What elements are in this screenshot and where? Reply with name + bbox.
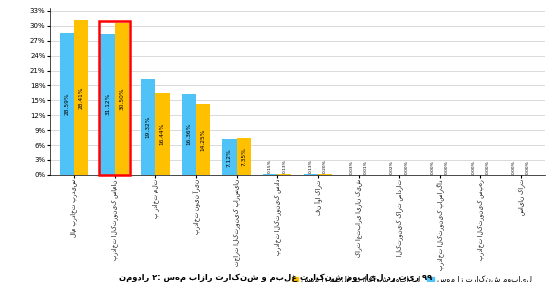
Text: 0.01%: 0.01%: [364, 161, 368, 175]
Text: 19.32%: 19.32%: [145, 116, 150, 138]
Text: 0.03%: 0.03%: [349, 161, 353, 175]
Text: 0.00%: 0.00%: [445, 161, 449, 175]
Bar: [304, 174, 318, 175]
Bar: [196, 104, 210, 175]
Text: 30.50%: 30.50%: [119, 88, 124, 111]
Bar: [141, 79, 155, 175]
Bar: [74, 20, 88, 175]
Text: 0.00%: 0.00%: [471, 161, 476, 175]
Text: 16.36%: 16.36%: [186, 123, 191, 145]
Bar: [182, 94, 196, 175]
Text: 0.15%: 0.15%: [268, 160, 272, 173]
Text: 14.25%: 14.25%: [201, 128, 206, 151]
Text: 28.59%: 28.59%: [64, 92, 69, 115]
Text: نمودار ۲: سهم بازار تراکنش و مبلغ تراکنش موبایل در تیر ۹۹: نمودار ۲: سهم بازار تراکنش و مبلغ تراکنش…: [119, 273, 432, 282]
Text: 0.13%: 0.13%: [282, 160, 287, 173]
Text: 0.13%: 0.13%: [309, 160, 313, 173]
Bar: [99, 21, 131, 175]
Bar: [60, 33, 74, 175]
Text: 0.00%: 0.00%: [526, 161, 530, 175]
Text: 0.00%: 0.00%: [512, 161, 516, 175]
Bar: [236, 138, 251, 175]
Bar: [115, 23, 129, 175]
Bar: [155, 93, 170, 175]
Bar: [277, 174, 291, 175]
Bar: [263, 174, 277, 175]
Text: 0.02%: 0.02%: [390, 161, 394, 175]
Bar: [318, 174, 332, 175]
Text: 31.12%: 31.12%: [105, 93, 110, 115]
Text: 28.41%: 28.41%: [79, 86, 84, 109]
Legend: سهم از مبلغ تراکنش موبایل, سهم از تراکنش موبایل: سهم از مبلغ تراکنش موبایل, سهم از تراکنش…: [291, 275, 532, 282]
Text: 7.35%: 7.35%: [241, 147, 246, 166]
Text: 0.00%: 0.00%: [404, 161, 408, 175]
Bar: [100, 34, 115, 175]
Text: 16.44%: 16.44%: [160, 123, 165, 145]
Text: 0.00%: 0.00%: [431, 161, 435, 175]
Bar: [223, 140, 236, 175]
Text: 7.12%: 7.12%: [227, 148, 232, 167]
Text: 0.00%: 0.00%: [485, 161, 490, 175]
Text: 0.20%: 0.20%: [323, 159, 327, 173]
